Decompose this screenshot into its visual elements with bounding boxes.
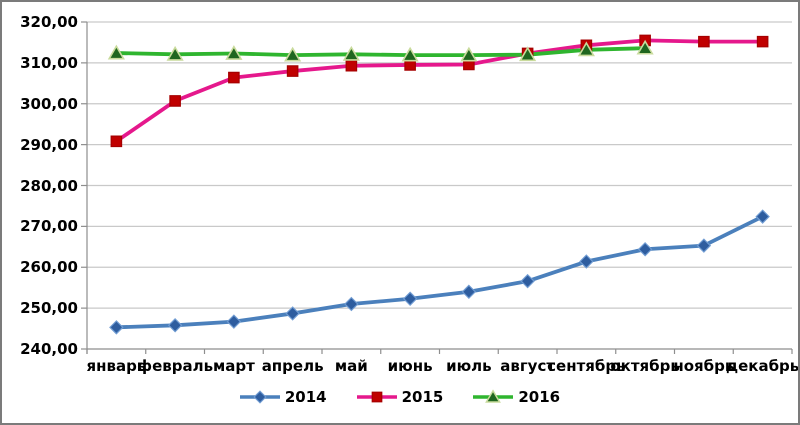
- legend-sample-2016: [473, 389, 514, 403]
- legend-label-2015: 2015: [401, 388, 444, 406]
- series-line-2016: [114, 46, 648, 58]
- legend-item-2015: 2015: [356, 388, 444, 406]
- marker-2015-11: [756, 35, 769, 48]
- series-line-2014: [114, 214, 765, 330]
- marker-2014-7: [520, 273, 535, 289]
- legend-marker-2014: [253, 390, 267, 404]
- marker-2016-7: [519, 46, 537, 62]
- legend-sample-2015: [356, 391, 397, 403]
- y-axis-label: 310,00: [20, 53, 78, 72]
- x-axis-label-январь: январь: [86, 357, 147, 375]
- x-axis-label-апрель: апрель: [261, 357, 324, 375]
- x-axis-label-сентябрь: сентябрь: [547, 357, 626, 375]
- marker-2014-4: [344, 296, 359, 312]
- marker-2016-4: [342, 45, 360, 61]
- marker-2015-2: [228, 71, 240, 84]
- x-axis-label-декабрь: декабрь: [725, 357, 800, 375]
- marker-2014-6: [461, 284, 477, 300]
- marker-2014-10: [696, 238, 712, 253]
- x-axis-label-октябрь: октябрь: [610, 357, 680, 375]
- y-axis-label: 240,00: [20, 340, 78, 358]
- x-axis-label-июль: июль: [446, 357, 492, 375]
- marker-2015-1: [169, 95, 181, 107]
- legend-label-2016: 2016: [518, 388, 561, 406]
- y-axis-label: 280,00: [20, 176, 78, 195]
- marker-2016-5: [401, 46, 419, 62]
- y-axis-label: 320,00: [20, 13, 78, 31]
- marker-2014-9: [637, 242, 653, 257]
- legend-marker-2015: [371, 391, 382, 403]
- marker-2016-9: [636, 39, 654, 55]
- x-axis-label-февраль: февраль: [137, 357, 214, 375]
- marker-2015-10: [698, 35, 710, 48]
- legend-sample-2014: [239, 390, 280, 404]
- marker-2016-2: [225, 45, 243, 60]
- y-axis-label: 250,00: [20, 299, 78, 318]
- marker-2014-2: [226, 314, 242, 329]
- legend-label-2014: 2014: [284, 388, 327, 406]
- marker-2016-8: [577, 41, 595, 57]
- x-axis-label-июнь: июнь: [387, 357, 433, 375]
- marker-2014-3: [285, 306, 300, 321]
- marker-2014-8: [579, 254, 594, 269]
- marker-2016-3: [284, 46, 302, 62]
- legend-marker-2016: [485, 389, 502, 403]
- y-axis-label: 260,00: [20, 258, 78, 277]
- legend-item-2014: 2014: [239, 388, 327, 406]
- legend: 2014 2015 2016: [2, 388, 798, 406]
- series-line-2015: [114, 38, 765, 144]
- marker-2016-1: [166, 45, 184, 61]
- y-axis-label: 270,00: [20, 217, 78, 236]
- x-axis-label-май: май: [334, 357, 368, 375]
- legend-item-2016: 2016: [473, 388, 560, 406]
- marker-2015-4: [345, 59, 358, 72]
- marker-2014-1: [167, 318, 183, 333]
- marker-2014-11: [755, 209, 770, 224]
- y-axis-label: 290,00: [20, 135, 78, 154]
- marker-2014-0: [109, 320, 124, 335]
- marker-2015-0: [110, 135, 123, 148]
- marker-2016-6: [460, 46, 478, 62]
- x-axis-label-март: март: [212, 357, 255, 375]
- marker-2015-3: [286, 65, 299, 77]
- x-axis-label-ноябрь: ноябрь: [673, 357, 735, 375]
- marker-2014-5: [402, 291, 418, 306]
- x-axis-label-август: август: [500, 357, 556, 375]
- marker-2016-0: [107, 44, 125, 60]
- y-axis-label: 300,00: [20, 94, 78, 113]
